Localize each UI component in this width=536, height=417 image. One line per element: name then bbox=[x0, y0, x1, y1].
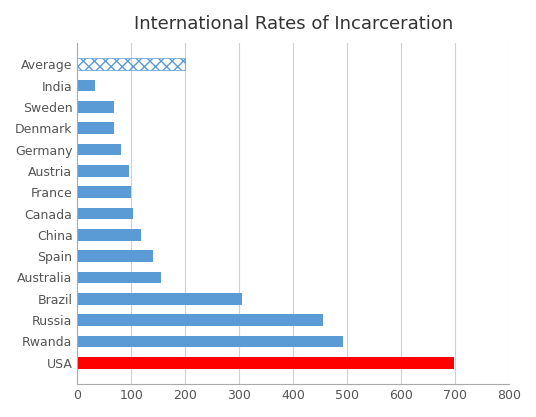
Bar bbox=[77, 293, 242, 305]
Bar bbox=[77, 80, 95, 91]
Bar bbox=[77, 229, 141, 241]
Bar bbox=[77, 165, 129, 177]
Bar bbox=[77, 144, 121, 156]
Bar bbox=[77, 250, 153, 262]
Bar bbox=[77, 101, 114, 113]
Bar bbox=[77, 336, 343, 347]
Bar bbox=[77, 357, 454, 369]
Title: International Rates of Incarceration: International Rates of Incarceration bbox=[133, 15, 453, 33]
Bar bbox=[77, 314, 323, 326]
Bar bbox=[77, 122, 114, 134]
Bar bbox=[77, 58, 185, 70]
Bar bbox=[77, 271, 161, 283]
Bar bbox=[77, 186, 131, 198]
Bar bbox=[77, 208, 133, 219]
